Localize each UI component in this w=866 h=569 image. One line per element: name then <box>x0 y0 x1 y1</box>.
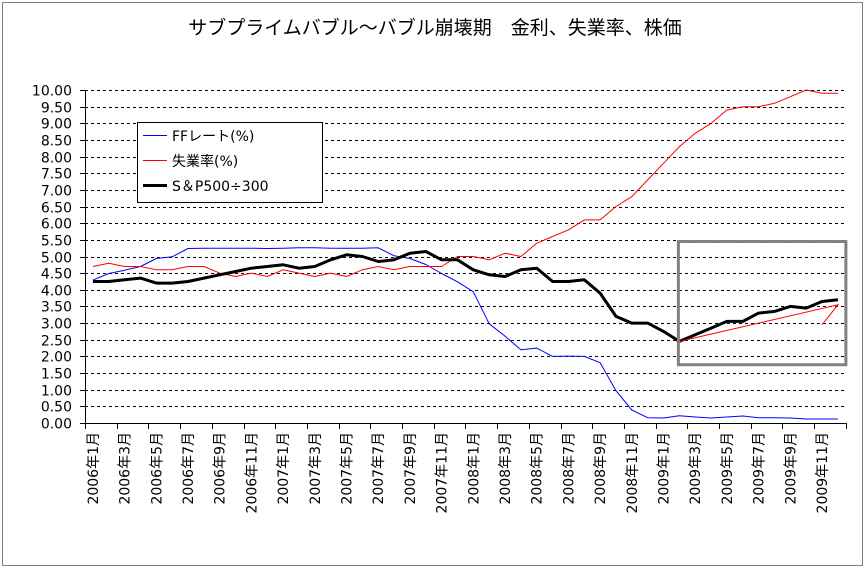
y-tick-label: 0.50 <box>41 400 72 416</box>
x-tick-label: 2006年7月 <box>181 432 197 505</box>
x-tick-label: 2007年1月 <box>276 432 292 505</box>
legend: FFレート(%) 失業率(%) S＆P500÷300 <box>137 122 323 203</box>
y-tick-label: 1.00 <box>41 384 72 400</box>
y-tick-label: 2.00 <box>41 350 72 366</box>
x-tick-label: 2008年7月 <box>561 432 577 505</box>
y-tick-label: 8.00 <box>41 151 72 167</box>
x-tick-label: 2007年7月 <box>371 432 387 505</box>
legend-label: 失業率(%) <box>172 153 239 170</box>
y-tick-label: 5.00 <box>41 251 72 267</box>
y-tick-label: 10.00 <box>32 84 72 100</box>
x-tick-label: 2009年1月 <box>657 432 673 505</box>
y-tick-label: 9.00 <box>41 117 72 133</box>
x-tick-label: 2007年9月 <box>403 432 419 505</box>
legend-item-unemployment: 失業率(%) <box>138 148 322 173</box>
legend-swatch-blue <box>143 135 167 136</box>
legend-swatch-red <box>143 160 167 161</box>
y-tick-label: 5.50 <box>41 234 72 250</box>
x-tick-label: 2009年9月 <box>783 432 799 505</box>
annotation-trend-line <box>679 303 840 342</box>
y-tick-label: 7.00 <box>41 184 72 200</box>
legend-label: FFレート(%) <box>172 128 255 145</box>
x-tick-label: 2006年1月 <box>86 432 102 505</box>
x-tick-label: 2008年5月 <box>530 432 546 505</box>
y-tick-label: 4.00 <box>41 284 72 300</box>
legend-swatch-black <box>143 184 167 187</box>
chart-title: サブプライムバブル～バブル崩壊期 金利、失業率、株価 <box>188 17 682 39</box>
legend-label: S＆P500÷300 <box>172 178 269 195</box>
x-tick-label: 2009年11月 <box>815 432 831 513</box>
x-tick-label: 2009年3月 <box>688 432 704 505</box>
x-tick-label: 2007年5月 <box>340 432 356 505</box>
y-tick-label: 6.50 <box>41 201 72 217</box>
y-tick-label: 1.50 <box>41 367 72 383</box>
x-tick-label: 2008年11月 <box>625 432 641 513</box>
series-line-sp500 <box>92 250 839 343</box>
x-tick-label: 2006年11月 <box>244 432 260 513</box>
y-tick-label: 4.50 <box>41 267 72 283</box>
series-line-unemployment <box>92 89 838 277</box>
y-tick-label: 6.00 <box>41 217 72 233</box>
x-tick-label: 2008年1月 <box>466 432 482 505</box>
y-tick-label: 3.50 <box>41 300 72 316</box>
x-tick-label: 2006年3月 <box>118 432 134 505</box>
x-tick-label: 2009年5月 <box>720 432 736 505</box>
annotation-highlight-box <box>676 240 848 367</box>
y-tick-label: 9.50 <box>41 101 72 117</box>
x-tick-label: 2008年9月 <box>593 432 609 505</box>
y-tick-label: 3.00 <box>41 317 72 333</box>
x-tick-label: 2007年11月 <box>435 432 451 513</box>
y-tick-label: 8.50 <box>41 134 72 150</box>
y-tick-label: 2.50 <box>41 334 72 350</box>
x-tick-label: 2006年9月 <box>213 432 229 505</box>
legend-item-sp500: S＆P500÷300 <box>138 173 322 198</box>
x-tick-label: 2007年3月 <box>308 432 324 505</box>
x-tick-label: 2006年5月 <box>149 432 165 505</box>
legend-item-ff-rate: FFレート(%) <box>138 123 322 148</box>
y-tick-label: 7.50 <box>41 167 72 183</box>
y-tick-label: 0.00 <box>41 417 72 433</box>
series-line-ff-rate <box>92 247 838 420</box>
x-tick-label: 2008年3月 <box>498 432 514 505</box>
x-tick-label: 2009年7月 <box>752 432 768 505</box>
